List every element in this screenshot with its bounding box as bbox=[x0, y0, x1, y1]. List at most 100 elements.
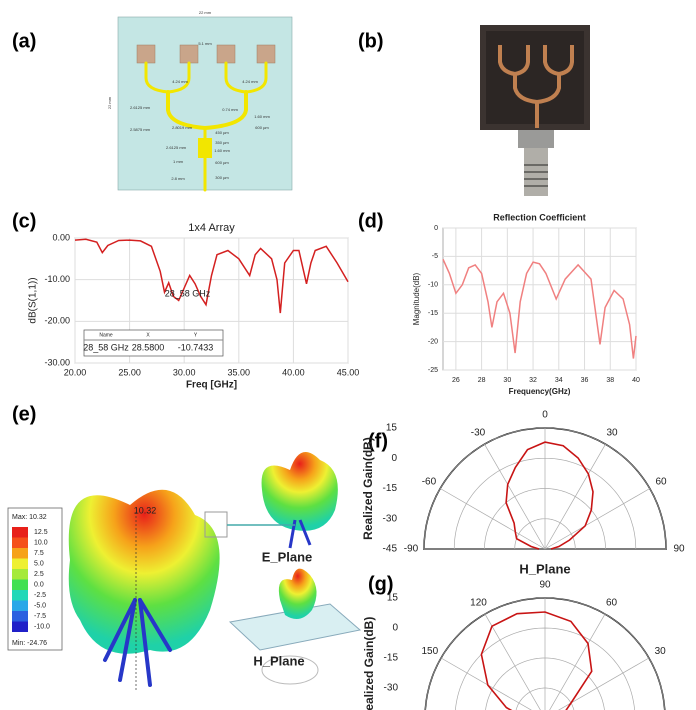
scale-min: Min: -24.76 bbox=[12, 640, 47, 647]
table-header: X bbox=[146, 332, 150, 338]
y-tick-label: -10.00 bbox=[44, 274, 70, 284]
grid-spoke bbox=[440, 657, 532, 710]
y-axis-label: Magnitude(dB) bbox=[412, 272, 421, 325]
x-tick-label: 26 bbox=[452, 377, 460, 384]
view-label: H_Plane bbox=[253, 653, 304, 668]
scale-swatch bbox=[12, 579, 28, 590]
plot-area bbox=[442, 227, 637, 371]
r-tick-label: 0 bbox=[391, 453, 397, 464]
table-cell: 28_58 GHz bbox=[83, 342, 129, 352]
x-tick-label: 40 bbox=[632, 377, 640, 384]
scale-swatch bbox=[12, 611, 28, 622]
scale-label: 0.0 bbox=[34, 581, 44, 588]
panel-label: (g) bbox=[368, 573, 394, 595]
theta-tick-label: 60 bbox=[606, 597, 618, 608]
x-tick-label: 32 bbox=[529, 377, 537, 384]
r-tick-label: -30 bbox=[383, 513, 398, 524]
y-tick-label: -5 bbox=[432, 253, 438, 260]
y-tick-label: 0 bbox=[434, 225, 438, 232]
r-tick-label: -15 bbox=[384, 653, 399, 664]
prototype-photo bbox=[480, 25, 590, 196]
x-tick-label: 28 bbox=[478, 377, 486, 384]
panel-label: (c) bbox=[12, 210, 36, 232]
data-line bbox=[74, 238, 349, 314]
panel-label: (e) bbox=[12, 403, 36, 425]
x-tick-label: 20.00 bbox=[64, 367, 87, 377]
theta-tick-label: 30 bbox=[606, 428, 618, 439]
dimension-label: 1 mm bbox=[173, 159, 184, 164]
x-tick-label: 40.00 bbox=[282, 367, 305, 377]
scale-swatch bbox=[12, 527, 28, 538]
scale-swatch bbox=[12, 600, 28, 611]
data-line bbox=[480, 611, 593, 710]
scale-label: -5.0 bbox=[34, 602, 46, 609]
peak-label: 10.32 bbox=[134, 505, 157, 515]
r-tick-label: 15 bbox=[387, 593, 399, 604]
y-tick-label: 0.00 bbox=[52, 232, 70, 242]
pattern-3d bbox=[7, 452, 362, 690]
y-tick-label: -15 bbox=[428, 310, 438, 317]
dimension-label: 1.60 mm bbox=[254, 114, 270, 119]
grid-spoke bbox=[484, 444, 546, 550]
dimension-label: 4.24 mm bbox=[172, 79, 188, 84]
panel-label: (a) bbox=[12, 30, 36, 52]
x-tick-label: 34 bbox=[555, 377, 563, 384]
marker-label: 28_58 GHz bbox=[165, 289, 211, 299]
x-tick-label: 30.00 bbox=[173, 367, 196, 377]
scale-swatch bbox=[12, 537, 28, 548]
scale-label: 7.5 bbox=[34, 550, 44, 557]
theta-tick-label: -60 bbox=[422, 477, 437, 488]
scale-swatch bbox=[12, 569, 28, 580]
table-cell: -10.7433 bbox=[178, 342, 214, 352]
scale-label: 2.5 bbox=[34, 571, 44, 578]
theta-tick-label: 30 bbox=[655, 646, 667, 657]
scale-label: 10.0 bbox=[34, 539, 48, 546]
table-cell: 28.5800 bbox=[132, 342, 165, 352]
x-tick-label: 36 bbox=[581, 377, 589, 384]
grid-spoke bbox=[558, 657, 650, 710]
marker-table bbox=[83, 329, 224, 357]
scale-label: -2.5 bbox=[34, 592, 46, 599]
y-tick-label: -25 bbox=[428, 367, 438, 374]
r-tick-label: 15 bbox=[386, 423, 398, 434]
y-tick-label: -30.00 bbox=[44, 357, 70, 367]
dimension-label: 2.8 mm bbox=[171, 176, 185, 181]
view-label: E_Plane bbox=[262, 549, 313, 564]
r-tick-label: -45 bbox=[383, 544, 398, 555]
dimension-label: 4.24 mm bbox=[242, 79, 258, 84]
dimension-label: 22 mm bbox=[107, 96, 112, 109]
dimension-label: 22 mm bbox=[199, 10, 212, 15]
x-tick-label: 45.00 bbox=[337, 367, 360, 377]
theta-tick-label: 90 bbox=[539, 580, 551, 591]
theta-tick-label: 60 bbox=[655, 477, 667, 488]
theta-tick-label: 150 bbox=[421, 646, 438, 657]
scale-max: Max: 10.32 bbox=[12, 514, 47, 521]
grid-spoke bbox=[544, 444, 606, 550]
x-tick-label: 25.00 bbox=[118, 367, 141, 377]
dimension-label: 0.74 mm bbox=[222, 107, 238, 112]
dimension-label: 1.60 mm bbox=[214, 148, 230, 153]
theta-tick-label: -30 bbox=[471, 428, 486, 439]
r-tick-label: 0 bbox=[392, 623, 398, 634]
dimension-label: 450 µm bbox=[215, 130, 229, 135]
dimension-label: 2.6125 mm bbox=[130, 105, 151, 110]
y-tick-label: -20 bbox=[428, 338, 438, 345]
panel-label: (b) bbox=[358, 30, 384, 52]
dimension-label: 2.8019 mm bbox=[172, 125, 193, 130]
scale-label: 5.0 bbox=[34, 560, 44, 567]
pcb-layout bbox=[117, 16, 293, 192]
grid-spoke bbox=[484, 613, 541, 710]
scale-swatch bbox=[12, 558, 28, 569]
theta-tick-label: 120 bbox=[470, 597, 487, 608]
x-axis-label: Frequency(GHz) bbox=[509, 387, 571, 396]
theta-tick-label: -90 bbox=[404, 544, 419, 555]
scale-swatch bbox=[12, 548, 28, 559]
r-tick-label: -15 bbox=[383, 483, 398, 494]
theta-tick-label: 90 bbox=[673, 544, 685, 555]
scale-label: 12.5 bbox=[34, 529, 48, 536]
x-tick-label: 35.00 bbox=[228, 367, 251, 377]
dimension-label: 5.1 mm bbox=[198, 41, 212, 46]
grid-spoke bbox=[440, 488, 546, 550]
chart-title: 1x4 Array bbox=[188, 222, 235, 234]
